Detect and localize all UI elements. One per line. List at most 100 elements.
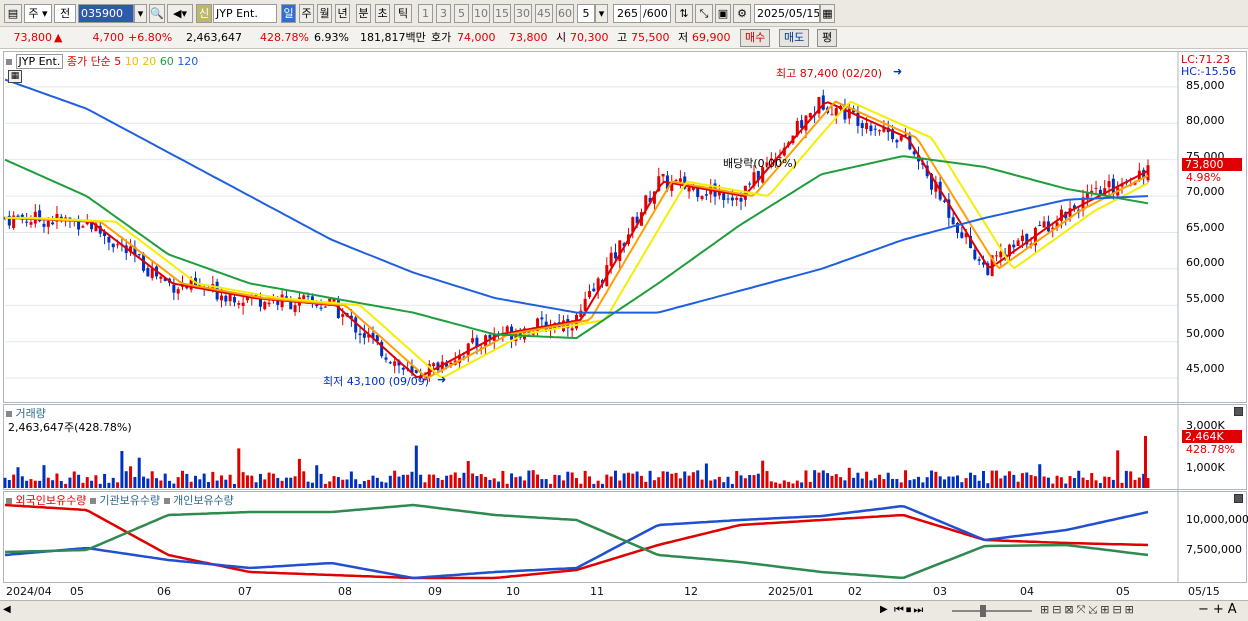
volume-bar [977, 480, 981, 488]
candle-body [90, 221, 94, 230]
interval-10-button[interactable]: 10 [472, 4, 490, 23]
volume-bar [380, 481, 384, 488]
volume-bar [267, 472, 271, 488]
volume-bar [224, 479, 228, 488]
candle-body [1094, 187, 1098, 189]
market-select[interactable]: 주 ▾ [24, 4, 52, 23]
interval-5-button[interactable]: 5 [454, 4, 469, 23]
buy-button[interactable]: 매수 [740, 29, 771, 47]
volume-bar [986, 483, 990, 488]
calendar-icon[interactable]: ▦ [820, 4, 835, 23]
legend-foreign[interactable]: 외국인보유수량 [15, 494, 87, 507]
scope-select[interactable]: 전 [54, 4, 76, 23]
period-week-tab[interactable]: 주 [299, 4, 314, 23]
sell-button[interactable]: 매도 [779, 29, 810, 47]
volume-panel-close-icon[interactable] [1234, 407, 1243, 416]
period-minute-tab[interactable]: 분 [356, 4, 371, 23]
volume-bar [384, 482, 388, 488]
zoom-slider[interactable] [952, 610, 1032, 612]
main-chart-svg[interactable] [0, 0, 1248, 600]
interval-45-button[interactable]: 45 [535, 4, 553, 23]
volume-bar [1077, 470, 1081, 488]
volume-bar [159, 480, 163, 488]
interval-60-button[interactable]: 60 [556, 4, 574, 23]
save-icon[interactable]: ▣ [715, 4, 731, 23]
period-tick-tab[interactable]: 틱 [394, 4, 412, 23]
legend-ma120[interactable]: 120 [177, 55, 199, 68]
candle-body [968, 235, 972, 249]
settings-gear-icon[interactable]: ⚙ [733, 4, 751, 23]
volume-bar [228, 474, 232, 488]
window-menu-icon[interactable]: ▤ [4, 4, 22, 23]
candle-body [700, 196, 704, 199]
volume-bar [1124, 470, 1128, 488]
volume-bar [696, 470, 700, 488]
code-dropdown-icon[interactable]: ▾ [134, 4, 147, 23]
count-max-label: /600 [641, 4, 671, 23]
candle-body [414, 369, 418, 373]
volume-bar [51, 480, 55, 488]
playback-controls-icon[interactable]: ⏮⏹⏭ [894, 603, 926, 616]
volume-bar [566, 471, 570, 488]
period-year-tab[interactable]: 년 [335, 4, 350, 23]
date-input[interactable]: 2025/05/15 [754, 4, 820, 23]
zoom-slider-handle[interactable] [980, 605, 986, 617]
ma120-line [4, 78, 1149, 314]
ma10-line [5, 100, 1149, 379]
chart-type-icon[interactable]: ⇅ [675, 4, 693, 23]
zoom-controls-icon[interactable]: −+A [1198, 602, 1241, 617]
interval-15-button[interactable]: 15 [493, 4, 511, 23]
candle-body [678, 178, 682, 182]
x-axis-label: 10 [506, 585, 520, 598]
interval-30-button[interactable]: 30 [514, 4, 532, 23]
volume-bar [492, 478, 496, 488]
sound-icon[interactable]: ◀▾ [167, 4, 193, 23]
volume-bar [587, 476, 591, 488]
candle-body [951, 217, 955, 225]
volume-title-label[interactable]: 거래량 [15, 407, 46, 420]
period-day-tab[interactable]: 일 [281, 4, 296, 23]
candle-body [596, 278, 600, 291]
scroll-left-icon[interactable]: ◀ [3, 604, 11, 615]
candle-body [804, 115, 808, 131]
legend-ma20[interactable]: 20 [142, 55, 157, 68]
legend-ma60[interactable]: 60 [159, 55, 174, 68]
count-input[interactable]: 265 [613, 4, 641, 23]
legend-square-icon [6, 411, 12, 417]
volume-bar [1116, 450, 1120, 488]
legend-ma5[interactable]: 종가 단순 5 [66, 55, 122, 68]
volume-bar [46, 477, 50, 488]
period-second-tab[interactable]: 초 [375, 4, 390, 23]
scroll-right-icon[interactable]: ▶ [880, 604, 888, 615]
volume-bar [1059, 477, 1063, 488]
volume-bar [553, 474, 557, 488]
data-table-icon[interactable]: ▦ [8, 70, 22, 83]
volume-bar [397, 476, 401, 488]
legend-institution[interactable]: 기관보유수량 [99, 494, 161, 507]
code-input[interactable]: 035900 [78, 4, 134, 23]
volume-bar [315, 465, 319, 488]
interval-input[interactable]: 5 [577, 4, 595, 23]
eval-button[interactable]: 평 [817, 29, 838, 47]
interval-1-button[interactable]: 1 [418, 4, 433, 23]
legend-individual[interactable]: 개인보유수량 [173, 494, 234, 507]
bottom-scrollbar[interactable]: ◀ ▶ ⏮⏹⏭ ⊞⊟⊠⤧⤩⊞⊟⊞ −+A [0, 600, 1248, 621]
drawing-tool-icon[interactable]: ⤡ [695, 4, 713, 23]
holdings-legend: 외국인보유수량 기관보유수량 개인보유수량 [6, 492, 234, 508]
period-month-tab[interactable]: 월 [317, 4, 332, 23]
volume-bar [271, 473, 275, 488]
search-icon[interactable]: 🔍 [149, 4, 165, 23]
interval-3-button[interactable]: 3 [436, 4, 451, 23]
legend-stock-name[interactable]: JYP Ent. [15, 54, 64, 69]
y-tick: 70,000 [1186, 185, 1225, 198]
x-axis-label: 08 [338, 585, 352, 598]
holdings-panel-close-icon[interactable] [1234, 494, 1243, 503]
open-label: 시 [556, 31, 567, 44]
market-label: 주 [28, 7, 39, 20]
chart-tools-icons[interactable]: ⊞⊟⊠⤧⤩⊞⊟⊞ [1040, 603, 1137, 616]
legend-ma10[interactable]: 10 [124, 55, 139, 68]
x-axis-label: 05 [1116, 585, 1130, 598]
interval-dropdown-icon[interactable]: ▾ [595, 4, 608, 23]
candle-body [930, 173, 934, 190]
volume-bar [891, 478, 895, 488]
